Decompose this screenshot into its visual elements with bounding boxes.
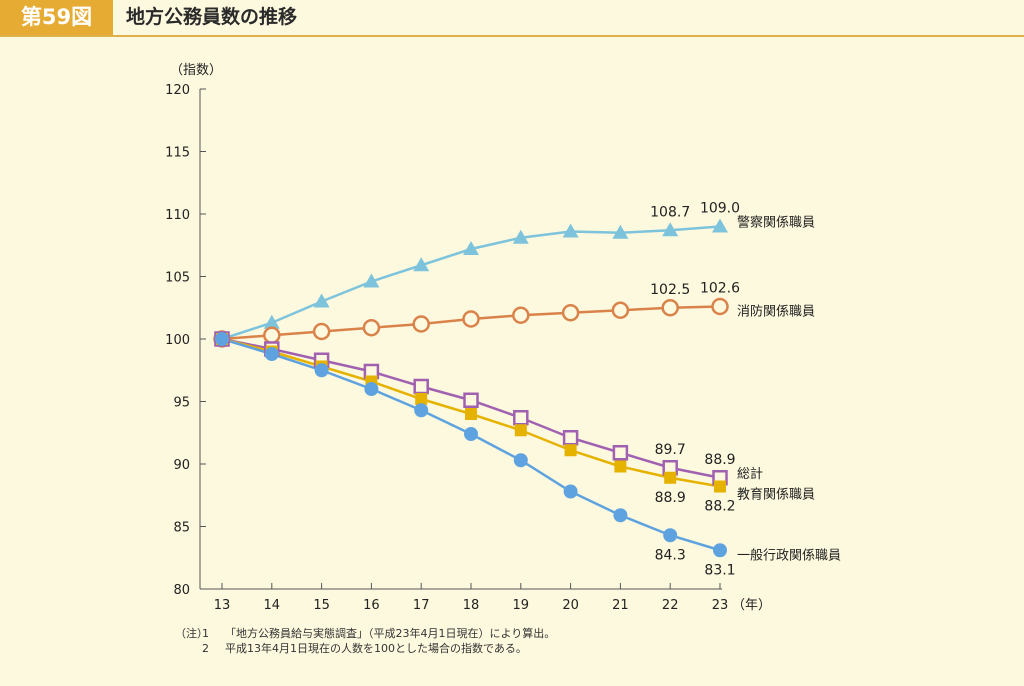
series-name-label: 消防関係職員 bbox=[737, 304, 815, 320]
data-point bbox=[413, 257, 430, 272]
data-point bbox=[512, 306, 530, 324]
note-row-1: （注）1 「地方公務員給与実態調査」（平成23年4月1日現在）により算出。 bbox=[175, 626, 555, 641]
data-point bbox=[562, 430, 579, 446]
y-tick-label: 85 bbox=[173, 521, 190, 536]
data-point bbox=[313, 293, 330, 308]
figure-number: 第59図 bbox=[0, 0, 113, 35]
data-point bbox=[512, 229, 529, 244]
data-point bbox=[363, 273, 380, 288]
y-tick-label: 100 bbox=[165, 333, 190, 348]
series-name-label: 警察関係職員 bbox=[737, 215, 815, 231]
data-label: 102.5 bbox=[650, 282, 690, 298]
y-tick-label: 120 bbox=[165, 83, 190, 98]
data-point bbox=[663, 528, 678, 543]
chart-notes: （注）1 「地方公務員給与実態調査」（平成23年4月1日現在）により算出。 2 平成… bbox=[175, 626, 555, 656]
data-point bbox=[713, 543, 727, 558]
data-point bbox=[612, 445, 629, 461]
note-text: 平成13年4月1日現在の人数を100とした場合の指数である。 bbox=[225, 642, 527, 655]
x-tick-label: 22 bbox=[662, 598, 679, 613]
data-point bbox=[465, 408, 477, 420]
note-number: 2 bbox=[202, 642, 209, 655]
data-point bbox=[464, 427, 478, 441]
data-point bbox=[314, 363, 329, 378]
x-tick-label: 16 bbox=[363, 598, 380, 613]
series-name-label: 教育関係職員 bbox=[737, 487, 815, 503]
data-label: 108.7 bbox=[650, 204, 690, 220]
data-point bbox=[463, 241, 479, 255]
y-tick-label: 105 bbox=[165, 271, 190, 286]
data-point bbox=[414, 403, 429, 418]
y-tick-label: 80 bbox=[173, 583, 190, 598]
data-point bbox=[362, 319, 381, 337]
x-tick-label: 13 bbox=[214, 598, 231, 613]
data-point bbox=[714, 480, 726, 493]
figure-header: 第59図 地方公務員数の推移 bbox=[0, 0, 1024, 37]
data-point bbox=[564, 444, 577, 457]
data-point bbox=[563, 484, 578, 499]
series-name-label: 総計 bbox=[737, 466, 763, 482]
x-tick-label: 17 bbox=[413, 598, 430, 613]
data-point bbox=[263, 314, 280, 329]
data-point bbox=[664, 471, 677, 484]
data-point bbox=[415, 393, 428, 405]
note-prefix: （注） bbox=[175, 627, 208, 640]
note-row-2: 2 平成13年4月1日現在の人数を100とした場合の指数である。 bbox=[175, 641, 555, 656]
data-point bbox=[513, 453, 528, 468]
data-point bbox=[462, 310, 480, 328]
data-label: 84.3 bbox=[655, 547, 686, 563]
data-point bbox=[264, 347, 279, 361]
data-label: 102.6 bbox=[700, 281, 740, 297]
data-point bbox=[312, 322, 331, 341]
data-point bbox=[215, 332, 229, 346]
data-point bbox=[612, 224, 629, 239]
data-point bbox=[613, 508, 628, 523]
data-point bbox=[463, 392, 479, 408]
data-label: 88.2 bbox=[704, 499, 735, 515]
data-point bbox=[712, 218, 728, 233]
x-tick-label: 21 bbox=[612, 598, 629, 613]
data-label: 109.0 bbox=[700, 201, 740, 217]
y-tick-label: 115 bbox=[165, 146, 190, 161]
y-tick-label: 110 bbox=[165, 208, 190, 223]
data-point bbox=[364, 382, 379, 396]
data-label: 88.9 bbox=[704, 452, 735, 468]
x-tick-label: 23 bbox=[712, 598, 729, 613]
data-point bbox=[711, 297, 729, 316]
series-name-label: 一般行政関係職員 bbox=[737, 547, 841, 563]
data-point bbox=[561, 304, 580, 322]
data-point bbox=[514, 424, 527, 437]
data-label: 83.1 bbox=[704, 562, 735, 578]
y-axis-label: （指数） bbox=[170, 63, 222, 78]
x-tick-label: 20 bbox=[562, 598, 579, 613]
data-point bbox=[661, 299, 679, 317]
note-text: 「地方公務員給与実態調査」（平成23年4月1日現在）により算出。 bbox=[225, 627, 556, 640]
figure-title: 地方公務員数の推移 bbox=[126, 6, 298, 28]
data-point bbox=[513, 410, 529, 426]
data-label: 89.7 bbox=[655, 442, 686, 458]
y-tick-label: 90 bbox=[173, 458, 190, 473]
data-point bbox=[614, 460, 627, 473]
note-number: 1 bbox=[202, 627, 209, 640]
data-label: 88.9 bbox=[655, 490, 686, 506]
data-point bbox=[413, 378, 429, 395]
series-line bbox=[221, 337, 721, 552]
x-tick-label: 19 bbox=[513, 598, 530, 613]
x-tick-label: 14 bbox=[264, 598, 281, 613]
data-point bbox=[662, 222, 679, 237]
data-point bbox=[412, 315, 430, 333]
data-point bbox=[611, 301, 630, 319]
x-tick-label: 15 bbox=[313, 598, 330, 613]
data-point bbox=[562, 223, 579, 238]
x-axis-label: （年） bbox=[732, 598, 771, 613]
data-point bbox=[263, 326, 281, 344]
x-tick-label: 18 bbox=[463, 598, 480, 613]
y-tick-label: 95 bbox=[173, 396, 190, 411]
